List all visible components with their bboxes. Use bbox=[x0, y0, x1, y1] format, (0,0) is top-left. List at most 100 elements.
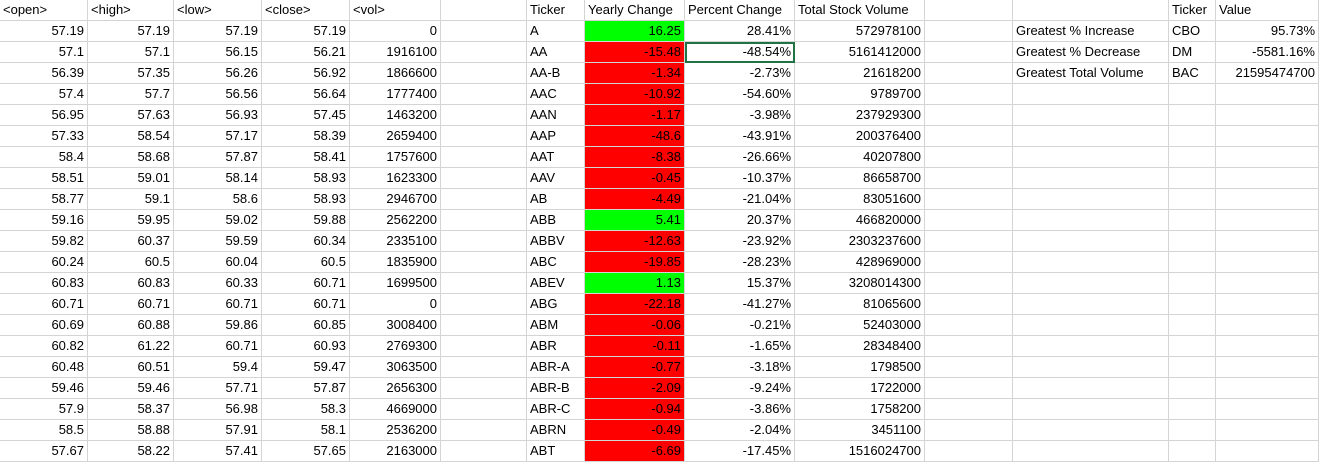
cell-vol[interactable]: 0 bbox=[350, 294, 441, 315]
cell-percent-change[interactable]: -41.27% bbox=[685, 294, 795, 315]
cell-empty[interactable] bbox=[1216, 273, 1319, 294]
cell-yearly-change[interactable]: -2.09 bbox=[585, 378, 685, 399]
summary-value[interactable]: 21595474700 bbox=[1216, 63, 1319, 84]
cell-percent-change[interactable]: -9.24% bbox=[685, 378, 795, 399]
cell-empty[interactable] bbox=[1013, 441, 1169, 462]
cell-empty[interactable] bbox=[925, 126, 1013, 147]
cell-vol[interactable]: 2335100 bbox=[350, 231, 441, 252]
cell-empty[interactable] bbox=[1169, 147, 1216, 168]
cell-ticker[interactable]: AAP bbox=[527, 126, 585, 147]
cell-open[interactable]: 60.83 bbox=[0, 273, 88, 294]
cell-empty[interactable] bbox=[441, 105, 527, 126]
cell-vol[interactable]: 1777400 bbox=[350, 84, 441, 105]
cell-ticker[interactable]: ABR bbox=[527, 336, 585, 357]
cell-high[interactable]: 60.37 bbox=[88, 231, 174, 252]
cell-open[interactable]: 59.16 bbox=[0, 210, 88, 231]
cell-empty[interactable] bbox=[1216, 336, 1319, 357]
cell-ticker[interactable]: A bbox=[527, 21, 585, 42]
cell-close[interactable]: 58.41 bbox=[262, 147, 350, 168]
cell-percent-change[interactable]: -17.45% bbox=[685, 441, 795, 462]
cell-open[interactable]: 57.1 bbox=[0, 42, 88, 63]
cell-ticker[interactable]: ABBV bbox=[527, 231, 585, 252]
cell-empty[interactable] bbox=[441, 231, 527, 252]
cell-vol[interactable]: 3063500 bbox=[350, 357, 441, 378]
cell-open[interactable]: 60.48 bbox=[0, 357, 88, 378]
cell-vol[interactable]: 2656300 bbox=[350, 378, 441, 399]
header-vol[interactable]: <vol> bbox=[350, 0, 441, 21]
cell-empty[interactable] bbox=[1013, 378, 1169, 399]
cell-empty[interactable] bbox=[1013, 420, 1169, 441]
cell-percent-change[interactable]: -3.86% bbox=[685, 399, 795, 420]
cell-empty[interactable] bbox=[441, 252, 527, 273]
cell-empty[interactable] bbox=[441, 420, 527, 441]
cell-empty[interactable] bbox=[1169, 294, 1216, 315]
cell-yearly-change[interactable]: -22.18 bbox=[585, 294, 685, 315]
cell-open[interactable]: 60.69 bbox=[0, 315, 88, 336]
cell-yearly-change[interactable]: -48.6 bbox=[585, 126, 685, 147]
cell-empty[interactable] bbox=[441, 168, 527, 189]
cell-low[interactable]: 57.71 bbox=[174, 378, 262, 399]
cell-empty[interactable] bbox=[1216, 231, 1319, 252]
cell-high[interactable]: 61.22 bbox=[88, 336, 174, 357]
cell-empty[interactable] bbox=[441, 336, 527, 357]
cell-open[interactable]: 57.9 bbox=[0, 399, 88, 420]
summary-value[interactable]: -5581.16% bbox=[1216, 42, 1319, 63]
cell-close[interactable]: 60.85 bbox=[262, 315, 350, 336]
cell-high[interactable]: 59.1 bbox=[88, 189, 174, 210]
cell-empty[interactable] bbox=[1013, 294, 1169, 315]
cell-low[interactable]: 57.17 bbox=[174, 126, 262, 147]
cell-empty[interactable] bbox=[441, 189, 527, 210]
cell-empty[interactable] bbox=[925, 231, 1013, 252]
cell-low[interactable]: 57.41 bbox=[174, 441, 262, 462]
summary-label[interactable]: Greatest Total Volume bbox=[1013, 63, 1169, 84]
cell-low[interactable]: 56.26 bbox=[174, 63, 262, 84]
cell-ticker[interactable]: ABG bbox=[527, 294, 585, 315]
cell-low[interactable]: 57.87 bbox=[174, 147, 262, 168]
cell-ticker[interactable]: AAC bbox=[527, 84, 585, 105]
cell-low[interactable]: 60.71 bbox=[174, 294, 262, 315]
cell-close[interactable]: 60.34 bbox=[262, 231, 350, 252]
cell-ticker[interactable]: AA-B bbox=[527, 63, 585, 84]
cell-empty[interactable] bbox=[1216, 105, 1319, 126]
cell-vol[interactable]: 2163000 bbox=[350, 441, 441, 462]
header-summary-value[interactable]: Value bbox=[1216, 0, 1319, 21]
cell-vol[interactable]: 0 bbox=[350, 21, 441, 42]
cell-empty[interactable] bbox=[1013, 189, 1169, 210]
cell-close[interactable]: 60.71 bbox=[262, 294, 350, 315]
cell-close[interactable]: 57.87 bbox=[262, 378, 350, 399]
cell-high[interactable]: 58.88 bbox=[88, 420, 174, 441]
cell-percent-change[interactable]: -2.73% bbox=[685, 63, 795, 84]
cell-open[interactable]: 60.71 bbox=[0, 294, 88, 315]
cell-ticker[interactable]: ABR-B bbox=[527, 378, 585, 399]
cell-high[interactable]: 57.63 bbox=[88, 105, 174, 126]
cell-total-stock-volume[interactable]: 3208014300 bbox=[795, 273, 925, 294]
cell-yearly-change[interactable]: -0.06 bbox=[585, 315, 685, 336]
cell-percent-change[interactable]: -48.54% bbox=[685, 42, 795, 63]
cell-total-stock-volume[interactable]: 2303237600 bbox=[795, 231, 925, 252]
cell-empty[interactable] bbox=[1216, 420, 1319, 441]
cell-empty[interactable] bbox=[1169, 378, 1216, 399]
cell-empty[interactable] bbox=[441, 273, 527, 294]
cell-empty[interactable] bbox=[1216, 252, 1319, 273]
cell-percent-change[interactable]: 15.37% bbox=[685, 273, 795, 294]
cell-empty[interactable] bbox=[441, 21, 527, 42]
cell-ticker[interactable]: ABR-A bbox=[527, 357, 585, 378]
cell-total-stock-volume[interactable]: 572978100 bbox=[795, 21, 925, 42]
cell-low[interactable]: 56.15 bbox=[174, 42, 262, 63]
cell-empty[interactable] bbox=[925, 420, 1013, 441]
cell-high[interactable]: 59.46 bbox=[88, 378, 174, 399]
cell-vol[interactable]: 1757600 bbox=[350, 147, 441, 168]
cell-empty[interactable] bbox=[925, 210, 1013, 231]
cell-high[interactable]: 58.22 bbox=[88, 441, 174, 462]
cell-percent-change[interactable]: 28.41% bbox=[685, 21, 795, 42]
cell-low[interactable]: 59.86 bbox=[174, 315, 262, 336]
cell-high[interactable]: 60.83 bbox=[88, 273, 174, 294]
cell-open[interactable]: 57.33 bbox=[0, 126, 88, 147]
cell-yearly-change[interactable]: -15.48 bbox=[585, 42, 685, 63]
cell-empty[interactable] bbox=[1169, 420, 1216, 441]
cell-high[interactable]: 58.54 bbox=[88, 126, 174, 147]
cell-empty[interactable] bbox=[441, 294, 527, 315]
cell-empty[interactable] bbox=[441, 63, 527, 84]
cell-percent-change[interactable]: -23.92% bbox=[685, 231, 795, 252]
